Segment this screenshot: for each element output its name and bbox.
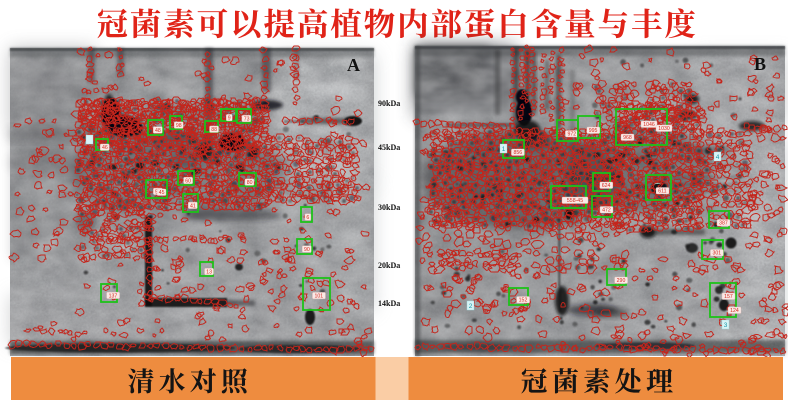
svg-text:124: 124 [730,308,739,314]
svg-text:995: 995 [589,128,598,134]
svg-text:41: 41 [190,203,196,209]
svg-text:301: 301 [712,251,721,257]
svg-text:558-45: 558-45 [567,198,583,204]
svg-text:856: 856 [513,150,522,156]
svg-text:73: 73 [244,117,250,123]
svg-text:2: 2 [469,303,473,310]
svg-text:101: 101 [314,294,323,300]
svg-text:48: 48 [155,128,161,134]
svg-text:624: 624 [602,183,611,189]
svg-text:90: 90 [304,247,310,253]
svg-text:157: 157 [724,294,733,300]
svg-text:90kDa: 90kDa [378,99,400,108]
svg-text:45kDa: 45kDa [378,143,400,152]
svg-text:387: 387 [719,221,728,227]
svg-text:45: 45 [159,190,165,196]
svg-text:472: 472 [602,208,611,214]
svg-text:98: 98 [176,123,182,129]
svg-text:30kDa: 30kDa [378,203,400,212]
svg-text:46: 46 [102,145,108,151]
svg-text:9: 9 [228,116,231,122]
svg-text:1030: 1030 [658,126,670,132]
svg-text:1046: 1046 [643,122,655,128]
svg-text:60: 60 [185,179,191,185]
svg-text:611: 611 [658,189,666,195]
svg-text:972: 972 [567,132,576,138]
svg-text:A: A [347,55,360,75]
svg-text:152: 152 [519,298,528,304]
svg-text:1: 1 [502,146,506,153]
svg-text:6: 6 [306,215,309,221]
svg-text:290: 290 [617,278,626,284]
svg-text:20kDa: 20kDa [378,261,400,270]
svg-text:88: 88 [211,127,217,133]
svg-text:968: 968 [623,135,632,141]
svg-text:14kDa: 14kDa [378,299,400,308]
svg-text:13: 13 [206,270,212,276]
svg-text:137: 137 [109,293,118,299]
svg-text:80: 80 [247,180,253,186]
svg-text:4: 4 [716,154,720,161]
svg-text:3: 3 [724,322,728,329]
svg-text:B: B [754,54,766,74]
